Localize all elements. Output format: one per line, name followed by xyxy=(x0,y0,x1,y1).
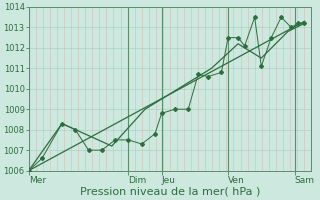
X-axis label: Pression niveau de la mer( hPa ): Pression niveau de la mer( hPa ) xyxy=(80,187,260,197)
